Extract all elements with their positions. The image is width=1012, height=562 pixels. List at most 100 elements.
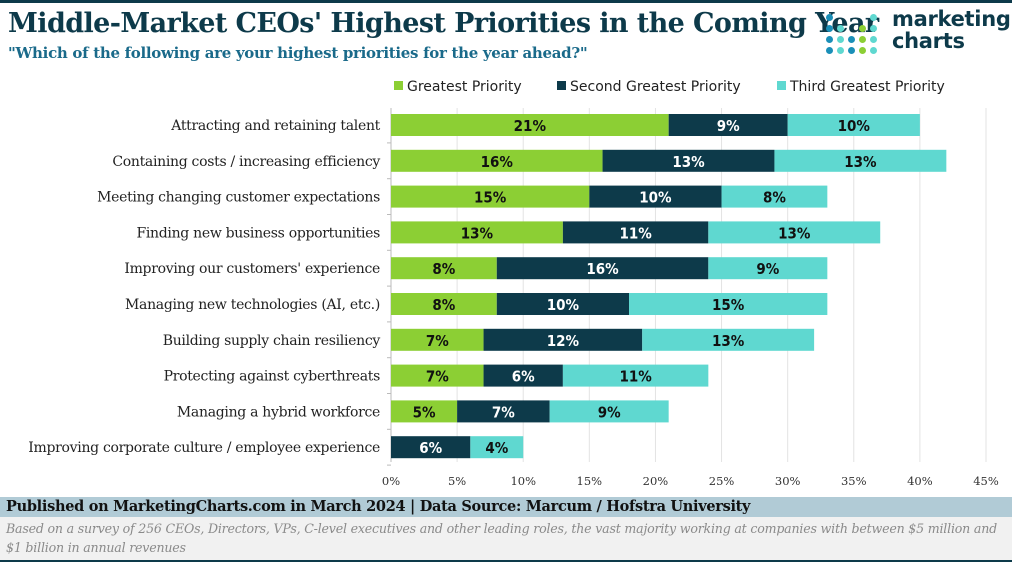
category-label: Meeting changing customer expectations [97,190,380,206]
category-label: Building supply chain resiliency [163,333,381,349]
data-label: 11% [619,368,652,386]
bar-segment [391,364,484,387]
x-tick-label: 10% [510,474,536,488]
logo-dot [870,25,877,32]
data-label: 9% [756,260,779,278]
data-label: 15% [474,189,507,207]
data-label: 10% [547,296,580,314]
data-label: 5% [413,403,436,421]
source-line: Published on MarketingCharts.com in Marc… [0,497,1012,517]
data-label: 13% [712,332,745,350]
legend-label: Third Greatest Priority [789,79,945,95]
data-label: 7% [426,368,449,386]
bar-segment [391,221,563,244]
logo-dot [826,47,833,54]
bar-segment [708,257,828,280]
top-border [0,0,1012,3]
bar-segment [391,400,458,423]
survey-note: Based on a survey of 256 CEOs, Directors… [0,517,1012,560]
bar-segment [391,185,590,208]
x-tick-label: 40% [907,474,933,488]
data-label: 13% [461,224,494,242]
category-label: Improving our customers' experience [124,261,380,277]
bar-segment [721,185,828,208]
data-label: 8% [432,296,455,314]
bar-segment [549,400,669,423]
data-label: 12% [547,332,580,350]
legend-label: Greatest Priority [407,79,522,95]
data-label: 4% [485,439,508,457]
data-label: 8% [763,189,786,207]
bar-segment [708,221,881,244]
bar-segment [391,436,471,459]
data-label: 16% [481,153,514,171]
logo-text: marketing charts [892,7,1011,53]
x-tick-label: 30% [775,474,801,488]
x-tick-label: 25% [709,474,735,488]
x-tick-label: 35% [841,474,867,488]
category-label: Containing costs / increasing efficiency [112,154,380,170]
data-label: 8% [432,260,455,278]
legend-label: Second Greatest Priority [570,79,741,95]
logo-dot [859,47,866,54]
logo-dot [837,47,844,54]
logo-dot [837,36,844,43]
bar-segment [470,436,524,459]
legend-swatch [557,81,566,90]
category-label: Improving corporate culture / employee e… [28,440,380,456]
data-label: 11% [619,224,652,242]
logo-dot [826,36,833,43]
chart-subtitle: "Which of the following are your highest… [8,44,588,62]
data-label: 7% [426,332,449,350]
logo-dot [859,25,866,32]
x-tick-label: 5% [448,474,466,488]
bar-segment [483,364,563,387]
bar-segment [457,400,550,423]
x-tick-label: 45% [973,474,999,488]
data-label: 9% [598,403,621,421]
bar-segment [391,293,497,315]
data-label: 6% [419,439,442,457]
logo-dot [826,14,833,21]
category-label: Finding new business opportunities [136,225,380,241]
bar-segment [774,149,947,172]
data-label: 10% [639,189,672,207]
bar-segment [483,328,643,351]
bar-segment [391,114,669,136]
bar-segment [496,293,629,315]
category-label: Managing new technologies (AI, etc.) [125,297,380,313]
bottom-border [0,560,1012,562]
marketingcharts-logo: marketing charts [826,8,1012,62]
data-label: 13% [672,153,705,171]
legend-swatch [394,81,403,90]
data-label: 13% [844,153,877,171]
data-label: 6% [512,368,535,386]
x-tick-label: 20% [643,474,669,488]
logo-dot [826,25,833,32]
bar-segment [562,364,709,387]
chart-title: Middle-Market CEOs' Highest Priorities i… [8,8,879,39]
bar-segment [391,149,603,172]
x-tick-label: 15% [577,474,603,488]
bar-segment [668,114,788,136]
logo-dot [848,47,855,54]
legend-swatch [777,81,786,90]
logo-dot [859,36,866,43]
bar-segment [642,328,815,351]
bar-segment [391,328,484,351]
x-tick-label: 0% [382,474,400,488]
bar-segment [602,149,775,172]
bar-segment [496,257,709,280]
bar-segment [629,293,828,315]
data-label: 9% [717,117,740,135]
logo-dot [870,14,877,21]
data-label: 7% [492,403,515,421]
logo-dot [870,47,877,54]
data-label: 13% [778,224,811,242]
data-label: 16% [586,260,619,278]
category-label: Attracting and retaining talent [170,118,380,134]
category-label: Protecting against cyberthreats [164,369,381,385]
data-label: 21% [514,117,547,135]
stacked-bar-chart: 0% 5% 10% 15% 20% 25% 30% 35% 40% 45% Greatest Pri… [28,79,999,488]
category-label: Managing a hybrid workforce [177,404,380,420]
